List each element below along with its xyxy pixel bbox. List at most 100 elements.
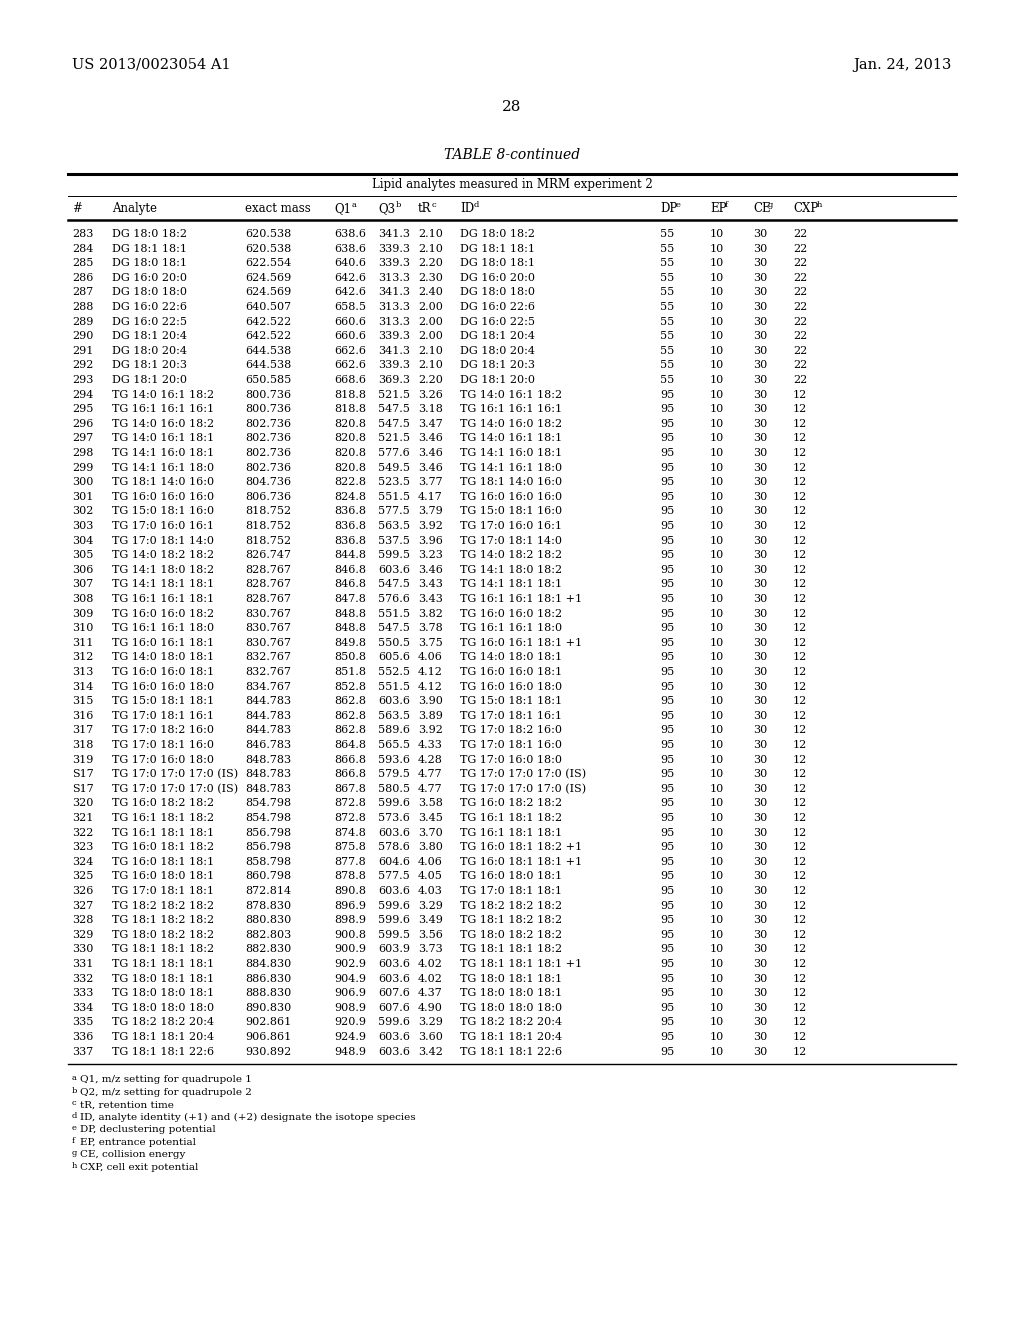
Text: 30: 30	[753, 462, 767, 473]
Text: 22: 22	[793, 375, 807, 385]
Text: 95: 95	[660, 828, 674, 838]
Text: 10: 10	[710, 550, 724, 560]
Text: TG 16:0 18:1 18:2 +1: TG 16:0 18:1 18:2 +1	[460, 842, 582, 853]
Text: h: h	[817, 201, 822, 209]
Text: 95: 95	[660, 974, 674, 983]
Text: DG 16:0 22:5: DG 16:0 22:5	[460, 317, 535, 326]
Text: 830.767: 830.767	[245, 623, 291, 634]
Text: 660.6: 660.6	[334, 317, 366, 326]
Text: DG 18:0 18:0: DG 18:0 18:0	[112, 288, 187, 297]
Text: 3.79: 3.79	[418, 507, 442, 516]
Text: 10: 10	[710, 594, 724, 605]
Text: TG 14:0 16:1 18:1: TG 14:0 16:1 18:1	[112, 433, 214, 444]
Text: 806.736: 806.736	[245, 492, 291, 502]
Text: 95: 95	[660, 886, 674, 896]
Text: TG 14:0 18:2 18:2: TG 14:0 18:2 18:2	[112, 550, 214, 560]
Text: 10: 10	[710, 404, 724, 414]
Text: 95: 95	[660, 929, 674, 940]
Text: 95: 95	[660, 1018, 674, 1027]
Text: CE, collision energy: CE, collision energy	[80, 1150, 185, 1159]
Text: S17: S17	[72, 784, 94, 793]
Text: ID, analyte identity (+1) and (+2) designate the isotope species: ID, analyte identity (+1) and (+2) desig…	[80, 1113, 416, 1122]
Text: 844.783: 844.783	[245, 696, 291, 706]
Text: TG 17:0 18:1 16:1: TG 17:0 18:1 16:1	[460, 710, 562, 721]
Text: 12: 12	[793, 418, 807, 429]
Text: 12: 12	[793, 813, 807, 822]
Text: 2.40: 2.40	[418, 288, 442, 297]
Text: 55: 55	[660, 346, 674, 356]
Text: 804.736: 804.736	[245, 478, 291, 487]
Text: 303: 303	[72, 521, 93, 531]
Text: 599.6: 599.6	[378, 900, 410, 911]
Text: 828.767: 828.767	[245, 579, 291, 590]
Text: 10: 10	[710, 462, 724, 473]
Text: 95: 95	[660, 770, 674, 779]
Text: 848.8: 848.8	[334, 609, 366, 619]
Text: 22: 22	[793, 244, 807, 253]
Text: f: f	[725, 201, 728, 209]
Text: TG 15:0 18:1 18:1: TG 15:0 18:1 18:1	[112, 696, 214, 706]
Text: 10: 10	[710, 609, 724, 619]
Text: 3.92: 3.92	[418, 726, 442, 735]
Text: 2.20: 2.20	[418, 259, 442, 268]
Text: TG 17:0 17:0 17:0 (IS): TG 17:0 17:0 17:0 (IS)	[112, 784, 239, 795]
Text: 599.6: 599.6	[378, 799, 410, 808]
Text: 95: 95	[660, 944, 674, 954]
Text: 4.33: 4.33	[418, 741, 442, 750]
Text: 898.9: 898.9	[334, 915, 366, 925]
Text: 30: 30	[753, 1018, 767, 1027]
Text: 30: 30	[753, 681, 767, 692]
Text: 95: 95	[660, 418, 674, 429]
Text: TG 15:0 18:1 18:1: TG 15:0 18:1 18:1	[460, 696, 562, 706]
Text: TG 17:0 18:1 16:0: TG 17:0 18:1 16:0	[460, 741, 562, 750]
Text: 547.5: 547.5	[378, 579, 410, 590]
Text: 836.8: 836.8	[334, 507, 366, 516]
Text: EP: EP	[710, 202, 726, 215]
Text: TG 16:1 16:1 18:0: TG 16:1 16:1 18:0	[112, 623, 214, 634]
Text: 12: 12	[793, 536, 807, 545]
Text: 10: 10	[710, 974, 724, 983]
Text: 640.507: 640.507	[245, 302, 291, 312]
Text: 846.783: 846.783	[245, 741, 291, 750]
Text: 339.3: 339.3	[378, 259, 410, 268]
Text: 10: 10	[710, 536, 724, 545]
Text: 906.861: 906.861	[245, 1032, 291, 1041]
Text: 10: 10	[710, 244, 724, 253]
Text: 30: 30	[753, 871, 767, 882]
Text: c: c	[432, 201, 436, 209]
Text: 577.5: 577.5	[378, 507, 410, 516]
Text: 662.6: 662.6	[334, 346, 366, 356]
Text: 339.3: 339.3	[378, 244, 410, 253]
Text: 854.798: 854.798	[245, 813, 291, 822]
Text: TG 16:0 16:0 18:2: TG 16:0 16:0 18:2	[112, 609, 214, 619]
Text: 882.830: 882.830	[245, 944, 291, 954]
Text: 2.10: 2.10	[418, 360, 442, 371]
Text: 95: 95	[660, 433, 674, 444]
Text: 339.3: 339.3	[378, 360, 410, 371]
Text: 10: 10	[710, 710, 724, 721]
Text: 802.736: 802.736	[245, 447, 291, 458]
Text: DG 16:0 22:6: DG 16:0 22:6	[112, 302, 187, 312]
Text: 948.9: 948.9	[334, 1047, 366, 1056]
Text: 848.783: 848.783	[245, 755, 291, 764]
Text: 292: 292	[72, 360, 93, 371]
Text: 314: 314	[72, 681, 93, 692]
Text: 293: 293	[72, 375, 93, 385]
Text: 836.8: 836.8	[334, 521, 366, 531]
Text: 318: 318	[72, 741, 93, 750]
Text: 10: 10	[710, 418, 724, 429]
Text: 900.8: 900.8	[334, 929, 366, 940]
Text: 95: 95	[660, 681, 674, 692]
Text: 12: 12	[793, 886, 807, 896]
Text: 577.5: 577.5	[378, 871, 410, 882]
Text: 30: 30	[753, 536, 767, 545]
Text: 10: 10	[710, 871, 724, 882]
Text: 10: 10	[710, 259, 724, 268]
Text: 800.736: 800.736	[245, 404, 291, 414]
Text: 642.6: 642.6	[334, 273, 366, 282]
Text: 310: 310	[72, 623, 93, 634]
Text: 2.20: 2.20	[418, 375, 442, 385]
Text: 95: 95	[660, 492, 674, 502]
Text: 578.6: 578.6	[378, 842, 410, 853]
Text: 284: 284	[72, 244, 93, 253]
